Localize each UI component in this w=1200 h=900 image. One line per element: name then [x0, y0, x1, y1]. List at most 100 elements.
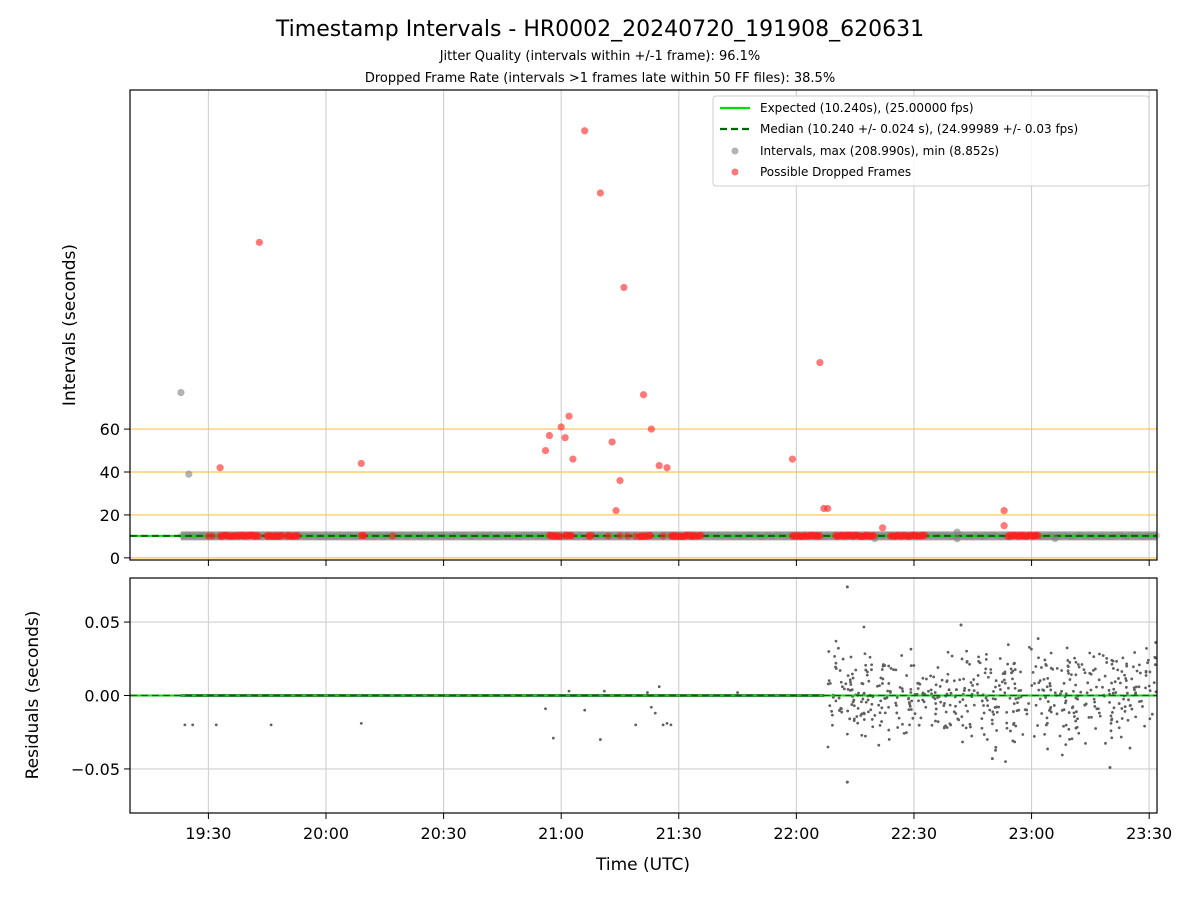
residual-point [1062, 681, 1066, 685]
residual-point [1013, 740, 1017, 744]
residual-point [984, 667, 988, 671]
residual-point [1097, 711, 1101, 715]
residual-point [1110, 681, 1113, 685]
residual-point [907, 708, 911, 712]
residual-point [1044, 696, 1047, 699]
residual-point [895, 711, 899, 715]
residual-point [856, 706, 860, 710]
residual-point [1147, 658, 1150, 662]
residual-point [889, 667, 893, 670]
residual-point [983, 671, 987, 675]
residual-point [1133, 688, 1136, 692]
residual-point [841, 657, 845, 661]
intervals-plot-frame [129, 89, 1158, 561]
residual-point [1048, 709, 1051, 712]
residual-point [1049, 705, 1053, 709]
residual-point [1134, 715, 1138, 719]
residual-point [881, 677, 885, 681]
residual-point [913, 712, 917, 716]
residual-point [1064, 723, 1068, 727]
chart-subtitle-dropped: Dropped Frame Rate (intervals >1 frames … [365, 71, 835, 86]
residual-point [849, 680, 852, 684]
residual-point [1065, 646, 1069, 650]
residual-point [1117, 702, 1121, 705]
residual-point [1124, 677, 1128, 680]
residual-point [900, 654, 904, 657]
residual-point [1148, 717, 1152, 721]
residual-point [916, 687, 920, 690]
residual-point [649, 705, 653, 709]
residual-point [994, 679, 998, 683]
residual-point [921, 676, 925, 680]
residual-point [1045, 716, 1049, 720]
residual-point [1144, 670, 1148, 674]
residual-point [191, 723, 195, 727]
residual-point [1066, 659, 1070, 662]
residual-point [998, 657, 1002, 660]
residual-point [846, 674, 850, 677]
residual-point [1098, 714, 1102, 718]
residual-point [1130, 707, 1134, 711]
residual-point [954, 704, 957, 708]
residual-point [1032, 735, 1036, 738]
residual-point [828, 704, 832, 708]
residual-point [1006, 662, 1010, 666]
residual-point [865, 673, 869, 677]
residual-point [1034, 703, 1038, 707]
residual-point [910, 699, 914, 703]
residual-point [839, 707, 843, 711]
residual-point [1131, 665, 1135, 669]
residual-point [846, 688, 850, 691]
residual-point [551, 736, 555, 740]
residual-point [1089, 672, 1093, 676]
legend-dropped-label: Possible Dropped Frames [760, 165, 911, 179]
residual-point [1003, 670, 1007, 674]
residual-point [954, 688, 958, 692]
residual-point [883, 664, 887, 667]
residual-point [1095, 707, 1099, 711]
residual-point [966, 709, 969, 713]
residual-point [1093, 667, 1097, 671]
residual-point [908, 704, 912, 708]
residual-point [864, 668, 868, 672]
residual-point [1088, 651, 1092, 655]
residual-point [900, 687, 904, 690]
residual-point [895, 696, 899, 699]
dropped-frame-point [360, 532, 368, 540]
interval-outlier-point [185, 470, 193, 478]
residual-point [1034, 665, 1038, 668]
residual-point [1120, 707, 1124, 710]
residual-point [1130, 677, 1134, 681]
residual-point [1147, 684, 1151, 688]
residual-point [1079, 690, 1083, 694]
residual-point [1116, 668, 1120, 672]
residual-point [963, 686, 967, 690]
dropped-frame-point [870, 532, 878, 540]
residual-point [989, 668, 993, 671]
residual-point [995, 729, 999, 732]
residual-point [977, 655, 980, 659]
residual-point [1010, 671, 1013, 675]
residual-point [1005, 710, 1009, 714]
residual-point [1101, 654, 1105, 657]
residual-point [1067, 711, 1071, 714]
residual-point [927, 689, 930, 693]
residual-point [902, 731, 906, 735]
residual-point [995, 705, 998, 709]
residual-point [1074, 710, 1078, 714]
intervals-y-tick-label: 40 [100, 463, 120, 482]
residual-point [1005, 726, 1009, 730]
residual-point [965, 649, 968, 653]
residual-point [1134, 691, 1138, 695]
residual-point [1097, 678, 1101, 682]
residual-point [866, 670, 869, 674]
residual-point [1109, 714, 1113, 718]
residual-point [833, 655, 837, 658]
residual-point [934, 683, 938, 687]
residual-point [359, 722, 363, 725]
residual-point [880, 720, 884, 723]
dropped-frame-point [624, 532, 632, 540]
residual-point [886, 689, 890, 693]
residual-point [1025, 708, 1029, 712]
dropped-frame-point [612, 507, 620, 515]
